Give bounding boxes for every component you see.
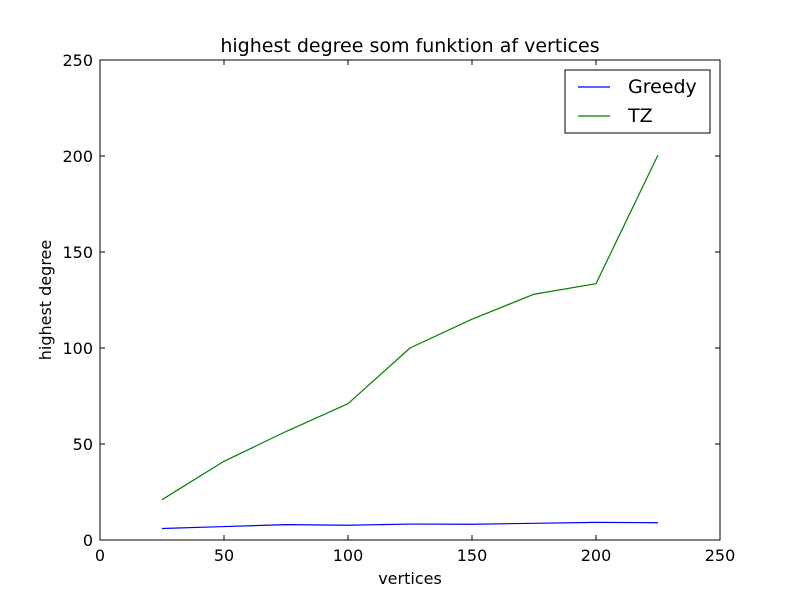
- chart-title: highest degree som funktion af vertices: [220, 35, 599, 57]
- x-tick-label: 200: [581, 546, 612, 565]
- x-tick-label: 250: [705, 546, 736, 565]
- x-tick-label: 150: [457, 546, 488, 565]
- plot-frame: [99, 59, 721, 541]
- y-tick-label: 200: [62, 147, 93, 166]
- y-axis-ticks: 0 50 100 150 200 250: [62, 51, 720, 550]
- y-tick-label: 100: [62, 339, 93, 358]
- y-axis-label: highest degree: [36, 240, 55, 361]
- legend: Greedy TZ: [564, 69, 711, 134]
- x-tick-label: 100: [333, 546, 364, 565]
- x-axis-ticks: 0 50 100 150 200 250: [95, 60, 735, 565]
- y-tick-label: 150: [62, 243, 93, 262]
- x-tick-label: 0: [95, 546, 105, 565]
- series-line-tz: [161, 154, 659, 501]
- x-axis-label: vertices: [378, 569, 442, 588]
- y-tick-label: 250: [62, 51, 93, 70]
- plot-series: [161, 154, 659, 530]
- legend-label-greedy: Greedy: [628, 76, 697, 98]
- legend-label-tz: TZ: [627, 105, 653, 127]
- y-tick-label: 0: [83, 531, 93, 550]
- series-line-greedy: [161, 521, 659, 530]
- legend-box: [564, 69, 711, 134]
- x-tick-label: 50: [214, 546, 234, 565]
- y-tick-label: 50: [73, 435, 93, 454]
